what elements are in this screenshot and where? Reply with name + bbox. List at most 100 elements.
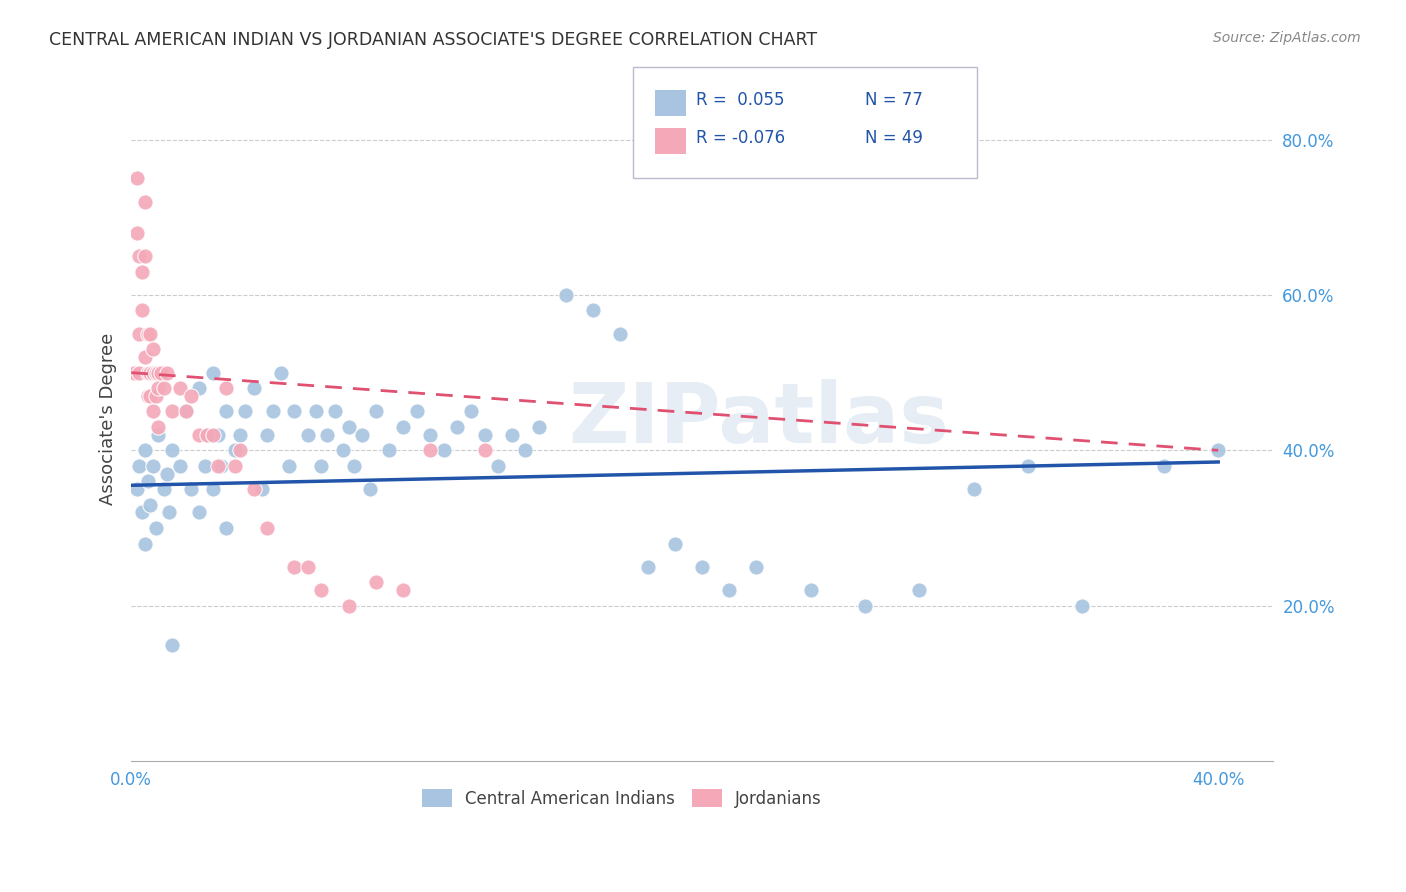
Point (224, 458, 246, 473)
Point (215, 381, 238, 395)
Point (908, 583, 931, 598)
Point (139, 326, 162, 341)
Point (262, 404, 284, 418)
Point (142, 458, 165, 473)
Point (160, 638, 183, 652)
Point (136, 389, 159, 403)
Point (142, 404, 165, 418)
Point (311, 458, 333, 473)
Point (229, 427, 252, 442)
Point (270, 366, 292, 380)
Point (128, 458, 150, 473)
Legend: Central American Indians, Jordanians: Central American Indians, Jordanians (415, 783, 828, 814)
Point (125, 482, 148, 496)
Point (134, 350, 156, 364)
Point (224, 443, 246, 458)
Point (277, 458, 299, 473)
Point (229, 443, 252, 458)
Point (134, 443, 156, 458)
Point (609, 326, 631, 341)
Point (169, 458, 191, 473)
Point (515, 443, 537, 458)
Point (145, 521, 167, 535)
Point (134, 536, 156, 550)
Point (131, 506, 153, 520)
Point (637, 559, 659, 574)
Point (145, 389, 167, 403)
Point (131, 265, 153, 279)
Point (153, 381, 176, 395)
Point (207, 458, 229, 473)
Point (195, 427, 218, 442)
Point (145, 366, 167, 380)
Point (332, 443, 354, 458)
Point (128, 326, 150, 341)
Point (153, 482, 176, 496)
Text: Source: ZipAtlas.com: Source: ZipAtlas.com (1213, 31, 1361, 45)
Point (474, 443, 496, 458)
Point (283, 404, 305, 418)
Text: N = 49: N = 49 (865, 129, 922, 147)
Point (174, 404, 197, 418)
Point (201, 427, 224, 442)
Point (343, 458, 366, 473)
Text: ZIPatlas: ZIPatlas (568, 379, 949, 459)
Point (215, 521, 238, 535)
Point (392, 420, 415, 434)
Point (316, 427, 339, 442)
Point (800, 583, 823, 598)
Point (139, 389, 162, 403)
Point (174, 404, 197, 418)
Point (460, 404, 482, 418)
Point (157, 506, 180, 520)
Point (962, 482, 984, 496)
Point (194, 458, 217, 473)
Point (718, 583, 741, 598)
Point (139, 366, 162, 380)
Point (242, 381, 264, 395)
Point (188, 381, 211, 395)
Point (207, 427, 229, 442)
Point (148, 366, 170, 380)
Point (297, 427, 319, 442)
Point (419, 427, 441, 442)
Point (136, 475, 159, 489)
Point (474, 427, 496, 442)
Point (201, 482, 224, 496)
Text: R = -0.076: R = -0.076 (696, 129, 785, 147)
Point (364, 575, 387, 590)
Text: R =  0.055: R = 0.055 (696, 91, 785, 109)
Point (664, 536, 686, 550)
Point (311, 583, 333, 598)
Point (501, 427, 523, 442)
Point (180, 482, 202, 496)
Point (180, 389, 202, 403)
Point (378, 443, 401, 458)
Point (446, 420, 468, 434)
Text: CENTRAL AMERICAN INDIAN VS JORDANIAN ASSOCIATE'S DEGREE CORRELATION CHART: CENTRAL AMERICAN INDIAN VS JORDANIAN ASS… (49, 31, 817, 49)
Point (486, 458, 509, 473)
Point (352, 427, 374, 442)
Text: N = 77: N = 77 (865, 91, 922, 109)
Point (283, 559, 305, 574)
Point (242, 482, 264, 496)
Point (527, 420, 550, 434)
Point (128, 249, 150, 263)
Point (337, 420, 360, 434)
Point (169, 381, 191, 395)
Point (195, 427, 218, 442)
Point (136, 326, 159, 341)
Point (256, 427, 278, 442)
Point (209, 458, 232, 473)
Point (148, 427, 170, 442)
Point (148, 420, 170, 434)
Point (1017, 458, 1039, 473)
Point (139, 498, 162, 512)
Point (745, 559, 768, 574)
Point (125, 226, 148, 240)
Point (323, 404, 346, 418)
Point (131, 303, 153, 318)
Point (155, 366, 177, 380)
Point (142, 343, 165, 357)
Point (433, 443, 456, 458)
